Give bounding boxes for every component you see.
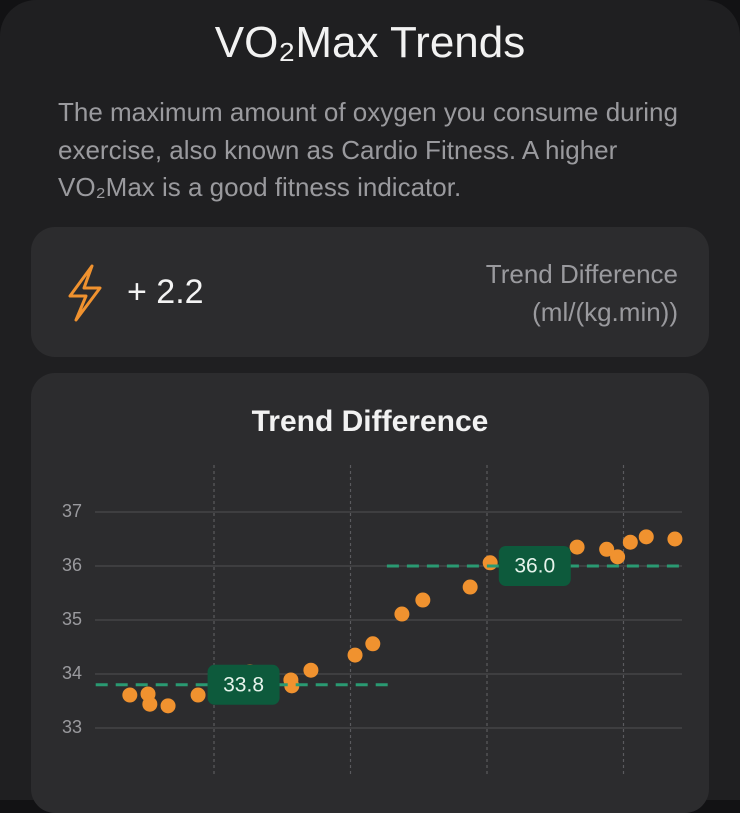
data-point [284, 678, 300, 694]
y-tick-label: 35 [62, 609, 82, 629]
summary-unit: (ml/(kg.min)) [532, 297, 678, 327]
data-point [462, 579, 478, 595]
data-point [160, 698, 176, 714]
data-point [569, 539, 585, 555]
trend-label-box [498, 546, 571, 586]
data-point [622, 534, 638, 550]
data-point [610, 549, 626, 565]
data-point [303, 662, 319, 678]
data-point [638, 529, 654, 545]
data-point [482, 555, 498, 571]
chart-card [31, 373, 709, 813]
data-point [599, 541, 615, 557]
data-point [190, 687, 206, 703]
data-point [415, 592, 431, 608]
y-tick-label: 37 [62, 501, 82, 521]
y-tick-label: 33 [62, 717, 82, 737]
description: The maximum amount of oxygen you consume… [58, 97, 678, 202]
trend-label: 33.8 [223, 673, 264, 696]
data-point [142, 696, 158, 712]
data-point [394, 606, 410, 622]
trend-label: 36.0 [514, 555, 555, 578]
trend-label-box [207, 664, 280, 705]
page-title: VO₂Max Trends [214, 18, 526, 67]
chart: 33 34 35 36 37 33.8 36.0 [62, 465, 683, 776]
y-tick-label: 34 [62, 663, 82, 683]
summary-value: + 2.2 [127, 273, 204, 311]
chart-title: Trend Difference [251, 405, 489, 438]
summary-card [31, 227, 709, 357]
data-point [122, 687, 138, 703]
data-point [667, 531, 683, 547]
y-tick-label: 36 [62, 555, 82, 575]
data-point [365, 636, 381, 652]
summary-label: Trend Difference [485, 259, 678, 289]
data-point [347, 647, 363, 663]
